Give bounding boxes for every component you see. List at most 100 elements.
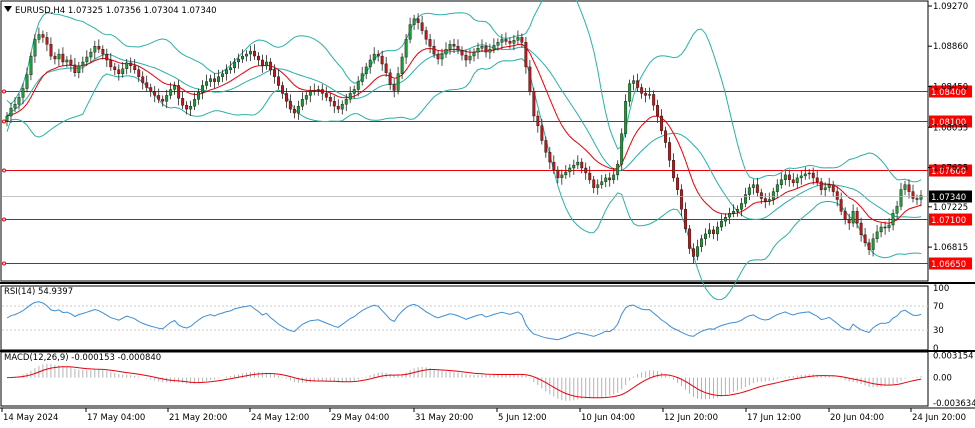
candle-bearish [161,99,165,102]
candle-bearish [436,53,440,60]
price-level-anchor [2,119,6,124]
candle-bearish [592,179,596,188]
candle-bearish [791,179,795,183]
candle-bearish [584,167,588,174]
candle-bearish [336,105,340,110]
candle-bearish [460,50,464,56]
candle-bearish [320,89,324,94]
candle-bearish [835,191,839,200]
candle-bullish [620,133,624,165]
price-level-tag [929,85,972,98]
candle-bullish [576,161,580,166]
candle-bullish [728,212,731,218]
candle-bullish [65,59,69,63]
candle-bearish [843,211,847,220]
candle-bearish [261,59,264,67]
candle-bearish [73,64,77,74]
candle-bearish [608,177,612,181]
price-level-anchor [2,168,6,173]
candle-bullish [13,103,17,109]
candle-bullish [732,211,735,214]
candle-bearish [53,55,57,60]
candle-bullish [891,212,895,226]
candle-bullish [572,164,576,169]
candle-bearish [428,39,432,47]
candle-bearish [668,142,671,161]
price-level-label: 1.08100 [931,118,966,128]
candle-bearish [109,59,113,68]
price-level-tag [929,115,972,128]
candle-bullish [412,18,416,25]
candle-bullish [628,83,632,102]
candle-bullish [25,74,29,89]
price-level-label: 1.08400 [931,88,966,98]
candle-bearish [281,85,284,94]
candle-bearish [556,169,560,179]
candle-bearish [69,59,73,66]
rsi-panel-frame [0,285,929,351]
candle-bearish [292,108,296,114]
candle-bearish [859,222,863,236]
candle-bullish [751,184,755,188]
candle-bearish [153,91,157,96]
rsi-line [6,301,922,341]
dropdown-triangle-icon [4,6,12,12]
time-axis-label: 17 May 04:00 [87,413,145,423]
candle-bearish [145,82,149,88]
candle-bullish [560,174,564,178]
candle-bullish [360,73,364,82]
price-axis-label: 1.08035 [933,123,968,133]
candle-bullish [356,81,360,90]
candle-bullish [919,195,923,200]
macd-label: MACD(12,26,9) -0.000153 -0.000840 [4,353,161,363]
candle-bearish [672,159,675,179]
candle-bearish [420,22,424,31]
candle-bearish [464,54,468,61]
candle-bearish [588,172,592,181]
macd-axis-label: 0.00 [933,374,952,384]
candle-bullish [716,226,719,235]
candle-bearish [508,41,512,44]
candle-bearish [41,34,45,38]
candle-bullish [468,55,472,61]
candle-bearish [484,46,488,53]
current-price-label: 1.07340 [931,193,966,203]
candle-bullish [217,76,221,82]
candle-bullish [396,73,400,91]
candle-bearish [528,66,532,92]
candle-bullish [903,184,907,190]
candle-bearish [883,226,887,229]
candle-bearish [97,46,101,50]
candle-bearish [656,104,659,117]
candle-bullish [879,226,883,233]
candle-bullish [57,53,61,60]
candle-bullish [316,89,320,91]
candle-bullish [37,34,41,40]
candle-bearish [416,18,420,23]
candle-bullish [632,80,636,84]
candle-bearish [380,55,384,65]
candle-bullish [648,94,652,96]
candle-bullish [736,209,739,212]
candle-bearish [676,177,679,190]
candle-bearish [660,115,663,131]
time-axis-label: 5 Jun 12:00 [498,413,547,423]
candle-bearish [692,248,695,257]
candle-bullish [696,246,699,257]
price-axis-label: 1.06815 [933,243,968,253]
candle-bullish [747,187,751,195]
macd-signal-line [6,366,922,399]
price-axis-label: 1.08450 [933,83,968,93]
candle-bearish [540,125,544,141]
candle-bearish [907,184,911,192]
time-axis-label: 14 May 2024 [3,413,58,423]
candle-bullish [700,238,703,247]
rsi-axis-label: 0 [933,344,938,354]
candle-bullish [304,95,308,100]
candle-bearish [536,115,540,127]
candle-bearish [787,174,791,180]
candle-bearish [149,87,153,92]
candle-bearish [640,87,644,94]
